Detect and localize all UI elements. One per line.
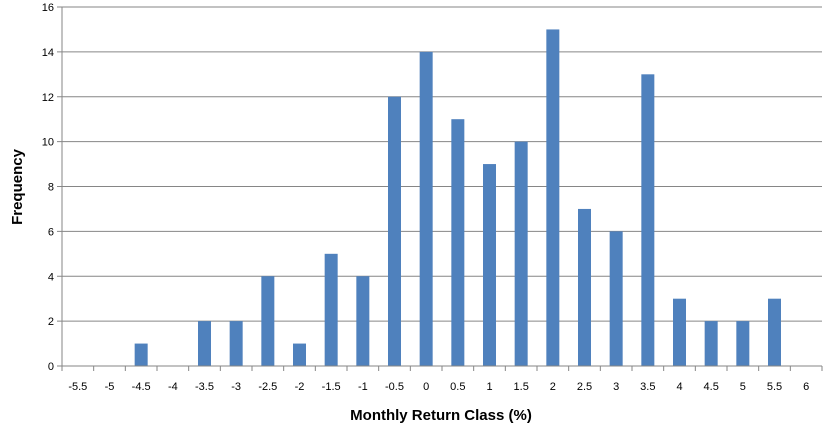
- y-tick-label: 14: [42, 47, 54, 59]
- x-tick-label: -5.5: [68, 381, 87, 393]
- x-tick-label: 0: [423, 381, 429, 393]
- bar: [514, 141, 528, 366]
- bar: [419, 51, 433, 366]
- y-tick-label: 12: [42, 92, 54, 104]
- y-tick-label: 2: [48, 316, 54, 328]
- x-tick-label: -2.5: [258, 381, 277, 393]
- bar: [293, 343, 306, 366]
- y-tick-label: 10: [42, 137, 54, 149]
- y-tick-label: 0: [48, 361, 54, 373]
- bar: [483, 164, 496, 366]
- x-tick-label: 6: [803, 381, 809, 393]
- bar: [388, 96, 401, 366]
- bar: [736, 321, 750, 366]
- bar: [451, 119, 465, 366]
- x-tick-label: 3: [613, 381, 619, 393]
- x-tick-label: -0.5: [385, 381, 404, 393]
- x-tick-label: -4.5: [132, 381, 151, 393]
- bar: [198, 321, 211, 366]
- x-tick-label: 1.5: [514, 381, 529, 393]
- bar: [229, 321, 243, 366]
- bar: [641, 74, 655, 366]
- x-tick-label: 4.5: [704, 381, 719, 393]
- bar: [578, 208, 591, 366]
- bar: [609, 231, 623, 366]
- x-tick-label: 0.5: [450, 381, 465, 393]
- y-tick-label: 8: [48, 182, 54, 194]
- x-tick-label: 5: [740, 381, 746, 393]
- x-tick-label: -1.5: [322, 381, 341, 393]
- x-tick-label: -1: [358, 381, 368, 393]
- y-tick-labels: 0 2 4 6 8 10 12 14 16: [42, 2, 54, 373]
- gridlines: [57, 6, 822, 367]
- bar: [356, 276, 370, 366]
- x-axis-title: Monthly Return Class (%): [350, 407, 532, 424]
- bar: [134, 343, 148, 366]
- x-tick-label: -3: [231, 381, 241, 393]
- bar: [704, 321, 718, 366]
- x-tick-label: -5: [105, 381, 115, 393]
- x-tick-label: -4: [168, 381, 178, 393]
- x-tick-labels: -5.5 -5 -4.5 -4 -3.5 -3 -2.5 -2 -1.5 -1 -0.5 0 0.5 1 1…: [68, 381, 809, 393]
- x-tick-label: -3.5: [195, 381, 214, 393]
- y-axis-title: Frequency: [9, 148, 26, 225]
- x-tick-label: 3.5: [640, 381, 655, 393]
- bars: [134, 29, 781, 366]
- y-tick-label: 6: [48, 226, 54, 238]
- bar: [546, 29, 560, 366]
- bar: [324, 253, 338, 366]
- x-tick-label: 5.5: [767, 381, 782, 393]
- x-tick-label: 2: [550, 381, 556, 393]
- x-tick-label: 4: [676, 381, 682, 393]
- y-tick-label: 4: [48, 271, 54, 283]
- bar: [673, 298, 686, 366]
- x-tick-label: -2: [295, 381, 305, 393]
- x-tick-label: 2.5: [577, 381, 592, 393]
- axes: [61, 7, 823, 371]
- bar: [261, 276, 275, 366]
- bar: [768, 298, 781, 366]
- x-tick-label: 1: [486, 381, 492, 393]
- y-tick-label: 16: [42, 2, 54, 14]
